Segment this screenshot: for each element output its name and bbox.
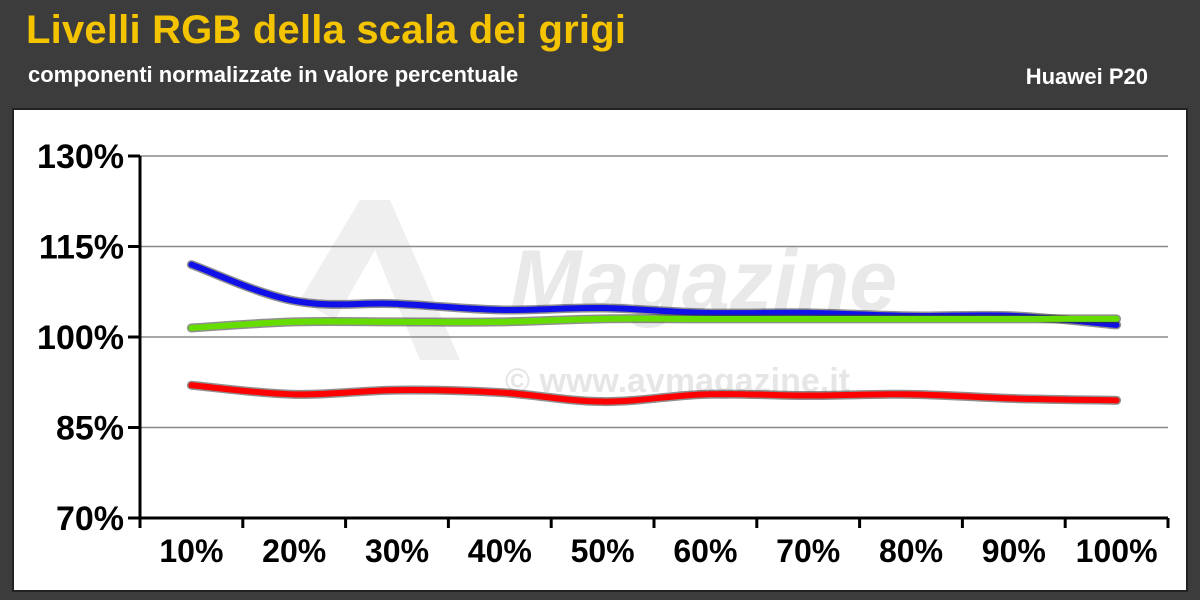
x-tick-label: 80% [879, 533, 943, 569]
y-tick-label: 115% [39, 229, 124, 267]
chart-title: Livelli RGB della scala dei grigi [26, 8, 627, 52]
watermark-logo-mark [300, 200, 460, 360]
y-tick-labels: 70% 85% 100% 115% 130% [37, 138, 124, 538]
x-tick-label: 60% [673, 533, 737, 569]
axes [128, 154, 1170, 528]
y-tick-label: 85% [56, 410, 124, 448]
x-tick-label: 70% [776, 533, 840, 569]
y-tick-label: 70% [56, 500, 124, 538]
series-group [186, 260, 1122, 407]
x-tick-labels: 10% 20% 30% 40% 50% 60% 70% 80% 90% 100% [159, 533, 1157, 569]
grid [140, 155, 1168, 429]
x-tick-label: 30% [365, 533, 429, 569]
series-line-red [188, 382, 1120, 405]
x-tick-label: 20% [262, 533, 326, 569]
x-tick-label: 50% [571, 533, 635, 569]
y-tick-label: 100% [37, 319, 124, 357]
y-tick-label: 130% [37, 138, 124, 176]
plot-panel [12, 108, 1188, 592]
chart-subtitle: componenti normalizzate in valore percen… [28, 62, 519, 87]
x-tick-label: 10% [159, 533, 223, 569]
device-label: Huawei P20 [1025, 64, 1148, 89]
x-tick-label: 100% [1076, 533, 1158, 569]
x-tick-label: 90% [982, 533, 1046, 569]
x-tick-label: 40% [468, 533, 532, 569]
series-line-green [188, 315, 1120, 331]
